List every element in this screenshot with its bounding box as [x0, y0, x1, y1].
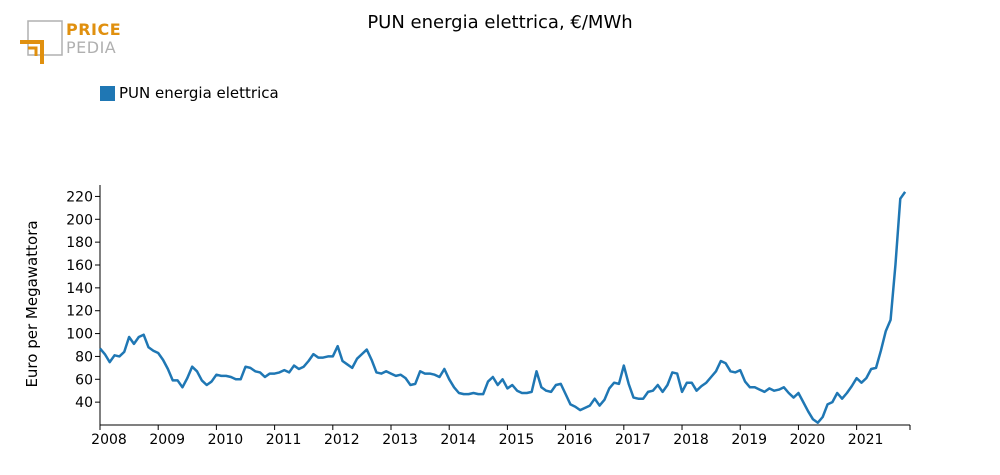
x-tick-label: 2010 [208, 432, 244, 448]
x-tick-label: 2020 [790, 432, 826, 448]
x-tick-label: 2009 [149, 432, 185, 448]
x-tick-label: 2014 [440, 432, 476, 448]
x-tick-label: 2012 [324, 432, 360, 448]
logo-square-outline [27, 20, 63, 56]
y-tick-label: 140 [66, 281, 93, 297]
x-tick-label: 2021 [848, 432, 884, 448]
y-axis-title: Euro per Megawattora [23, 220, 41, 387]
y-tick-label: 80 [75, 349, 93, 365]
y-tick-label: 100 [66, 327, 93, 343]
series-line-pun [99, 191, 907, 424]
legend: PUN energia elettrica [100, 84, 279, 102]
x-tick-label: 2017 [615, 432, 651, 448]
logo-orange-corner-outer [20, 40, 44, 64]
x-tick-label: 2018 [673, 432, 709, 448]
logo-orange-corner-inner [28, 46, 38, 56]
logo-word-price: PRICE [66, 20, 122, 39]
pricepedia-logo-mark [20, 20, 63, 64]
y-tick-label: 180 [66, 235, 93, 251]
legend-label: PUN energia elettrica [119, 84, 279, 102]
x-tick-label: 2011 [266, 432, 302, 448]
chart-title: PUN energia elettrica, €/MWh [367, 12, 633, 33]
y-tick-label: 220 [66, 189, 93, 205]
x-tick-label: 2015 [499, 432, 535, 448]
y-tick-label: 200 [66, 212, 93, 228]
pricepedia-logo: PRICE PEDIA [18, 18, 128, 68]
y-tick-label: 40 [75, 395, 93, 411]
logo-word-pedia: PEDIA [66, 38, 117, 57]
x-tick-label: 2019 [731, 432, 767, 448]
x-tick-label: 2013 [382, 432, 418, 448]
y-tick-label: 160 [66, 258, 93, 274]
legend-swatch [100, 85, 115, 101]
y-tick-label: 60 [75, 372, 93, 388]
y-tick-label: 120 [66, 304, 93, 320]
x-tick-label: 2008 [91, 432, 127, 448]
x-tick-label: 2016 [557, 432, 593, 448]
axes: 40 60 80 100 120 140 160 180 200 220 2008 2009 2010 2… [66, 185, 911, 448]
